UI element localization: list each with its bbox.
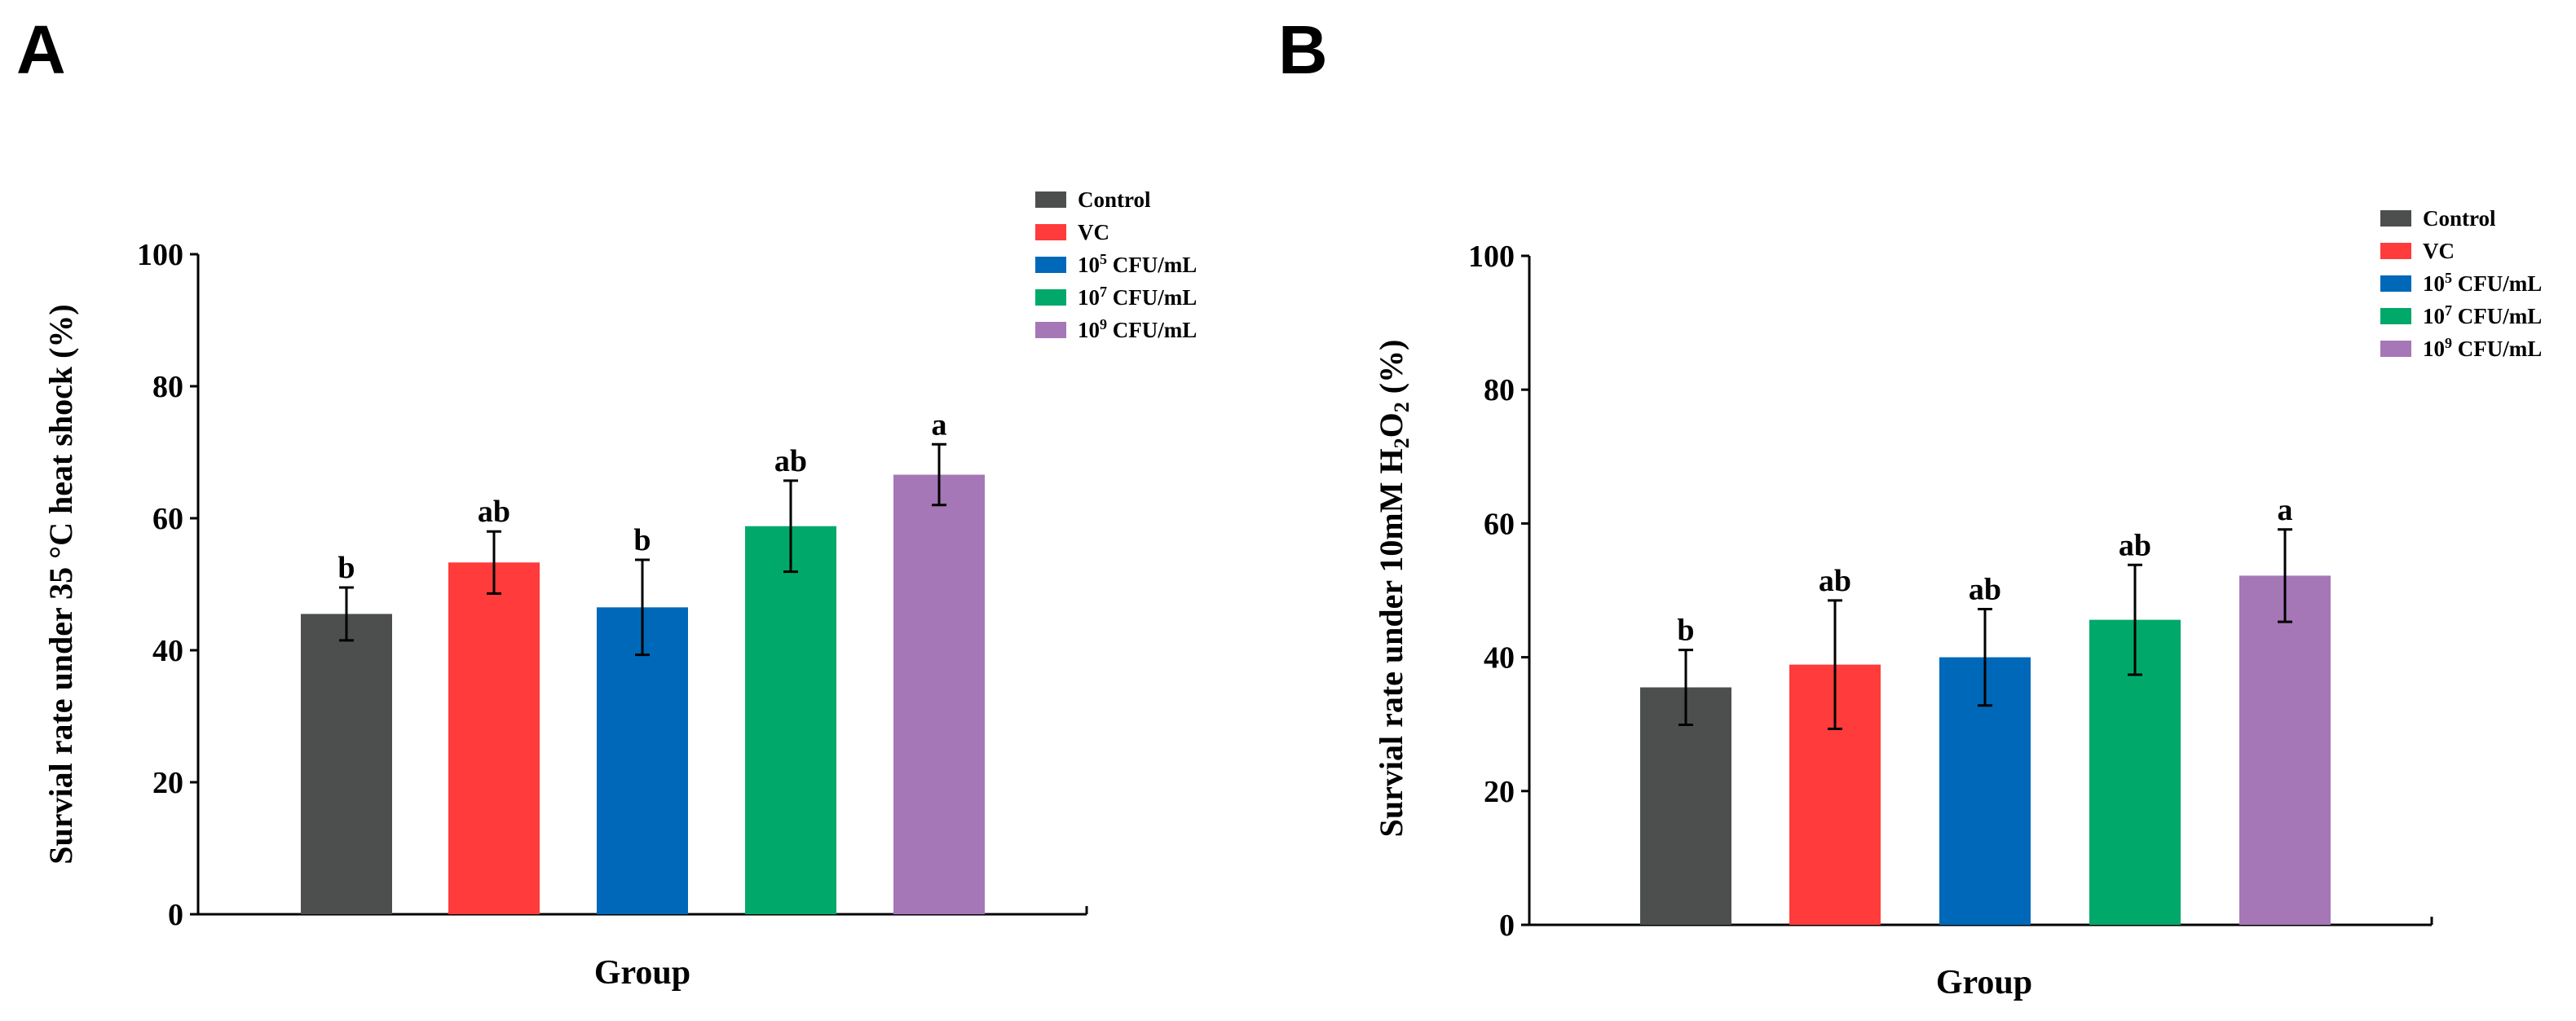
significance-label: b [1677, 614, 1694, 648]
bar [448, 562, 540, 914]
y-tick-label: 40 [1484, 641, 1515, 676]
significance-label: ab [1969, 572, 2001, 606]
y-tick-label: 20 [1484, 775, 1515, 809]
x-axis-label: Group [1936, 964, 2032, 1001]
y-tick-label: 80 [152, 370, 183, 404]
y-tick-label: 100 [137, 238, 183, 272]
significance-label: a [2278, 493, 2293, 527]
panel-label-a: A [16, 11, 66, 88]
legend-swatch [2380, 308, 2411, 324]
bar [597, 607, 688, 914]
legend-b: Control VC 105 CFU/mL 107 CFU/mL 109 CFU/mL [2380, 206, 2542, 361]
legend-swatch [1035, 191, 1066, 208]
y-tick-label: 60 [152, 502, 183, 536]
y-tick-label: 40 [152, 634, 183, 668]
legend-swatch [1035, 257, 1066, 273]
y-tick-label: 0 [1499, 909, 1515, 943]
panel-label-b: B [1278, 11, 1328, 88]
legend-swatch [2380, 210, 2411, 227]
legend-swatch [1035, 322, 1066, 338]
legend-swatch [2380, 243, 2411, 259]
legend-swatch [2380, 275, 2411, 292]
legend-swatch [2380, 341, 2411, 357]
bar [745, 526, 836, 914]
legend-swatch [1035, 224, 1066, 240]
legend-item-label: Control [2423, 206, 2496, 231]
legend-item-label: 109 CFU/mL [2423, 335, 2542, 361]
y-axis-label: Survial rate under 10mM H2O2 (%) [1373, 340, 1414, 838]
y-tick-label: 0 [168, 898, 183, 932]
significance-label: a [932, 407, 947, 442]
y-tick-label: 80 [1484, 373, 1515, 407]
significance-label: ab [774, 444, 807, 478]
legend-a: Control VC 105 CFU/mL 107 CFU/mL 109 CFU/mL [1035, 187, 1197, 342]
legend-item-label: 107 CFU/mL [1078, 284, 1197, 310]
legend-swatch [1035, 289, 1066, 306]
bar [2239, 575, 2331, 925]
legend-item-label: Control [1078, 187, 1151, 212]
legend-item-label: 105 CFU/mL [2423, 270, 2542, 296]
bar [893, 474, 985, 914]
significance-label: ab [1819, 564, 1851, 598]
legend-item-label: 105 CFU/mL [1078, 251, 1197, 277]
significance-label: b [337, 551, 355, 585]
legend-item-label: 109 CFU/mL [1078, 316, 1197, 342]
legend-item-label: VC [1078, 220, 1109, 244]
significance-label: b [633, 523, 651, 557]
bar [1640, 687, 1731, 925]
y-tick-label: 60 [1484, 507, 1515, 541]
chart-b: 0 20 40 60 80 100 b ab ab ab a Group Survial rate un… [1373, 240, 2433, 1001]
y-axis-label: Survial rate under 35 °C heat shock (%) [42, 304, 79, 864]
y-tick-label: 100 [1468, 240, 1515, 274]
chart-a: 0 20 40 60 80 100 b ab b ab a Group Survial rate und… [42, 238, 1088, 992]
legend-item-label: 107 CFU/mL [2423, 302, 2542, 328]
legend-item-label: VC [2423, 239, 2455, 263]
x-axis-label: Group [594, 954, 690, 992]
significance-label: ab [478, 495, 510, 529]
significance-label: ab [2119, 528, 2151, 562]
bar [301, 614, 392, 914]
y-tick-label: 20 [152, 766, 183, 800]
